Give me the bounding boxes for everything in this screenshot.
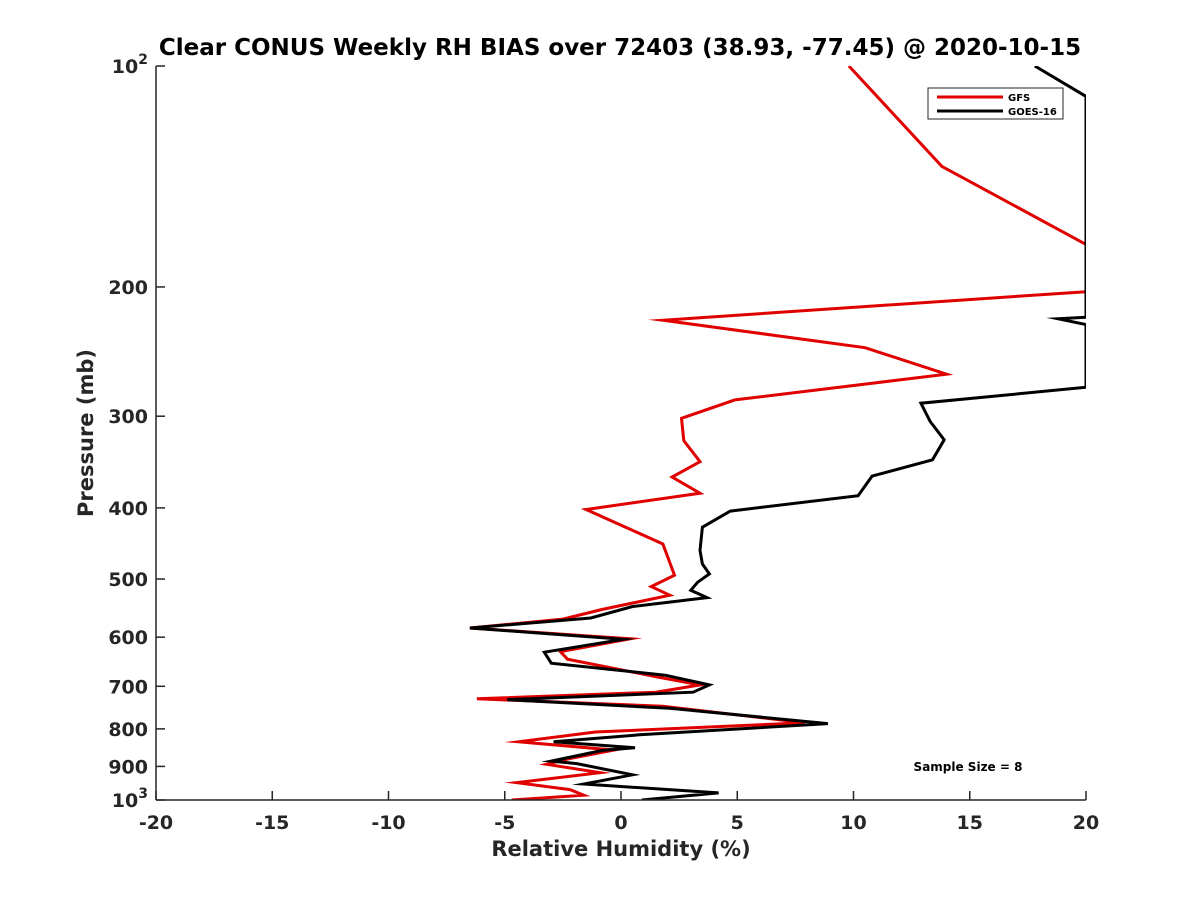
y-tick-label: 103 xyxy=(112,786,148,812)
y-tick-label: 200 xyxy=(108,277,148,299)
x-tick-label: -15 xyxy=(255,812,289,834)
x-tick-label: 20 xyxy=(1073,812,1099,834)
chart-title: Clear CONUS Weekly RH BIAS over 72403 (3… xyxy=(159,35,1081,61)
series-layer xyxy=(469,66,1086,800)
legend-box xyxy=(927,87,1064,120)
x-axis-label: Relative Humidity (%) xyxy=(491,837,750,861)
series-line-gfs xyxy=(469,66,1086,800)
x-tick-label: 0 xyxy=(614,812,627,834)
series-line-goes-16 xyxy=(469,66,1086,800)
y-ticks: 102 200 300 400 500 600 700 800 900 103 xyxy=(108,52,165,812)
x-tick-label: 10 xyxy=(840,812,866,834)
y-tick-label: 800 xyxy=(108,719,148,741)
x-tick-label: -10 xyxy=(371,812,405,834)
y-tick-label: 500 xyxy=(108,569,148,591)
y-tick-label: 900 xyxy=(108,756,148,778)
legend: GFS GOES-16 xyxy=(927,87,1064,120)
x-tick-label: -20 xyxy=(139,812,173,834)
legend-label-gfs: GFS xyxy=(1008,93,1030,104)
axes xyxy=(155,66,1086,801)
x-tick-label: -5 xyxy=(494,812,515,834)
x-ticks: -20 -15 -10 -5 0 5 10 15 20 xyxy=(139,791,1099,834)
y-tick-label: 700 xyxy=(108,676,148,698)
y-tick-label: 600 xyxy=(108,627,148,649)
y-tick-label: 400 xyxy=(108,498,148,520)
y-tick-label: 300 xyxy=(108,406,148,428)
x-tick-label: 15 xyxy=(957,812,983,834)
x-tick-label: 5 xyxy=(731,812,744,834)
y-tick-label: 102 xyxy=(112,52,148,78)
legend-label-goes-16: GOES-16 xyxy=(1008,107,1057,118)
sample-size-annotation: Sample Size = 8 xyxy=(914,760,1023,774)
y-axis-label: Pressure (mb) xyxy=(74,349,98,517)
